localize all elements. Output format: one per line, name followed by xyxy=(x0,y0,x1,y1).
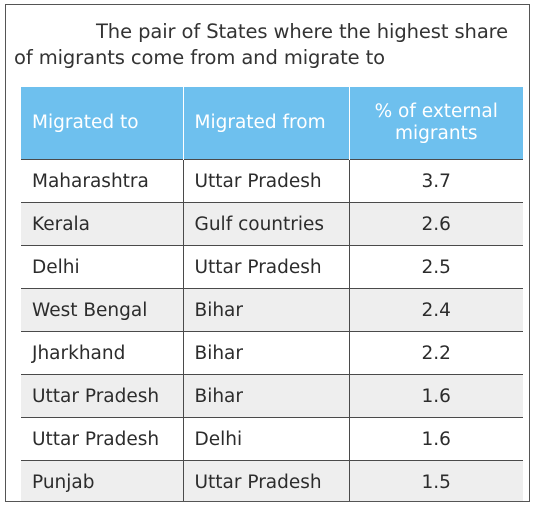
table-row: Jharkhand Bihar 2.2 xyxy=(21,331,523,375)
cell-migrated-to: Kerala xyxy=(21,202,184,246)
table-title: The pair of States where the highest sha… xyxy=(14,20,509,69)
cell-percent: 1.5 xyxy=(349,460,523,501)
cell-percent: 2.6 xyxy=(349,202,523,246)
cell-migrated-to: West Bengal xyxy=(21,288,184,332)
cell-migrated-to: Delhi xyxy=(21,245,184,289)
cell-migrated-to: Punjab xyxy=(21,460,184,501)
cell-percent: 1.6 xyxy=(349,374,523,418)
cell-percent: 2.4 xyxy=(349,288,523,332)
cell-migrated-from: Gulf countries xyxy=(183,202,350,246)
table-row: Delhi Uttar Pradesh 2.5 xyxy=(21,245,523,289)
cell-migrated-from: Bihar xyxy=(183,331,350,375)
cell-percent: 1.6 xyxy=(349,417,523,461)
table-row: Maharashtra Uttar Pradesh 3.7 xyxy=(21,159,523,203)
header-migrated-to: Migrated to xyxy=(21,87,184,160)
cell-percent: 3.7 xyxy=(349,159,523,203)
cell-migrated-from: Uttar Pradesh xyxy=(183,159,350,203)
cell-migrated-from: Bihar xyxy=(183,288,350,332)
header-percent-external-migrants: % of external migrants xyxy=(349,87,523,160)
table-row: Uttar Pradesh Bihar 1.6 xyxy=(21,374,523,418)
cell-migrated-to: Maharashtra xyxy=(21,159,184,203)
document-frame: The pair of States where the highest sha… xyxy=(5,4,530,502)
table-row: Kerala Gulf countries 2.6 xyxy=(21,202,523,246)
cell-migrated-from: Uttar Pradesh xyxy=(183,460,350,501)
table-row: Punjab Uttar Pradesh 1.5 xyxy=(21,460,523,501)
cell-percent: 2.5 xyxy=(349,245,523,289)
table-row: West Bengal Bihar 2.4 xyxy=(21,288,523,332)
cell-migrated-to: Uttar Pradesh xyxy=(21,374,184,418)
table-header-row: Migrated to Migrated from % of external … xyxy=(21,87,523,160)
cell-migrated-from: Delhi xyxy=(183,417,350,461)
cell-migrated-to: Uttar Pradesh xyxy=(21,417,184,461)
cell-migrated-from: Bihar xyxy=(183,374,350,418)
header-migrated-from: Migrated from xyxy=(183,87,350,160)
table-row: Uttar Pradesh Delhi 1.6 xyxy=(21,417,523,461)
cell-percent: 2.2 xyxy=(349,331,523,375)
cell-migrated-to: Jharkhand xyxy=(21,331,184,375)
cell-migrated-from: Uttar Pradesh xyxy=(183,245,350,289)
migrants-table: Migrated to Migrated from % of external … xyxy=(21,87,523,501)
